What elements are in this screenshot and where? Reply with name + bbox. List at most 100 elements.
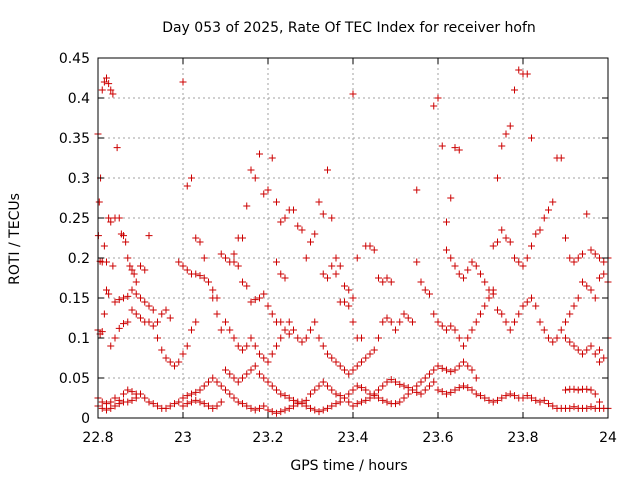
chart-title: Day 053 of 2025, Rate Of TEC Index for r…	[162, 20, 536, 36]
data-point	[477, 270, 484, 278]
data-point	[264, 358, 272, 366]
data-point	[421, 286, 429, 294]
data-point	[192, 270, 200, 278]
data-point	[298, 226, 306, 234]
data-point	[243, 342, 251, 350]
data-point	[217, 250, 225, 258]
data-point	[324, 404, 331, 412]
data-point	[600, 354, 608, 362]
data-point	[528, 394, 535, 402]
data-point	[353, 400, 361, 408]
data-point	[281, 326, 289, 334]
data-point	[264, 302, 272, 310]
data-point	[315, 408, 323, 416]
data-point	[115, 324, 123, 332]
data-point	[243, 202, 251, 210]
data-point	[103, 74, 110, 82]
data-point	[596, 398, 603, 406]
data-point	[285, 404, 293, 412]
data-point	[400, 394, 408, 402]
data-point	[145, 302, 153, 310]
data-point	[217, 326, 225, 334]
data-point	[230, 334, 238, 342]
grid-lines	[98, 58, 608, 418]
data-point	[183, 266, 191, 274]
data-point	[570, 302, 578, 310]
data-point	[273, 258, 280, 266]
data-point	[579, 350, 586, 358]
data-point	[519, 262, 527, 270]
data-point	[387, 376, 395, 384]
data-point	[188, 174, 195, 182]
y-tick-labels: 0 0.05 0.1 0.15 0.2 0.25 0.3 0.35 0.4 0.45	[59, 51, 90, 427]
data-point	[413, 258, 421, 266]
data-point	[349, 366, 357, 374]
data-point	[570, 403, 578, 411]
data-point	[166, 402, 174, 410]
data-point	[277, 408, 285, 416]
data-point	[222, 386, 229, 394]
data-point	[387, 318, 395, 326]
data-point	[120, 390, 127, 398]
data-point	[413, 186, 421, 194]
data-point	[285, 394, 293, 402]
y-tick-label: 0.1	[68, 331, 90, 347]
data-point	[307, 238, 314, 246]
data-point	[349, 386, 357, 394]
data-point	[179, 394, 187, 402]
data-point	[145, 232, 153, 240]
y-tick-label: 0.35	[59, 131, 90, 147]
data-point	[247, 334, 255, 342]
data-point	[498, 310, 506, 318]
data-point	[260, 290, 268, 298]
data-point	[566, 404, 574, 412]
data-point	[455, 362, 463, 370]
data-point	[183, 342, 191, 350]
data-point	[247, 298, 255, 306]
data-point	[179, 78, 187, 86]
data-point	[349, 294, 357, 302]
data-point	[596, 346, 603, 354]
data-point	[591, 294, 599, 302]
data-point	[341, 366, 348, 374]
data-point	[583, 210, 591, 218]
data-point	[98, 86, 106, 94]
data-point	[562, 334, 569, 342]
data-point	[188, 326, 195, 334]
data-point	[226, 390, 234, 398]
data-point	[536, 318, 544, 326]
data-point	[179, 402, 187, 410]
data-point	[200, 382, 208, 390]
data-point	[239, 278, 246, 286]
data-point	[285, 318, 293, 326]
data-point	[562, 386, 569, 394]
data-point	[302, 396, 310, 404]
data-point	[417, 278, 425, 286]
data-point	[324, 166, 331, 174]
y-tick-label: 0.2	[68, 251, 90, 267]
data-point	[175, 258, 183, 266]
data-point	[196, 238, 204, 246]
data-point	[574, 386, 582, 394]
data-point	[587, 246, 595, 254]
data-point	[324, 274, 331, 282]
data-point	[379, 382, 387, 390]
data-point	[100, 242, 108, 250]
data-point	[268, 350, 276, 358]
data-point	[226, 370, 234, 378]
data-point	[460, 342, 467, 350]
data-point	[213, 310, 221, 318]
data-point	[307, 390, 314, 398]
data-point	[515, 258, 523, 266]
data-point	[290, 326, 297, 334]
data-point	[345, 390, 353, 398]
data-point	[264, 186, 272, 194]
data-point	[213, 402, 221, 410]
data-point	[213, 294, 221, 302]
data-point	[477, 392, 484, 400]
data-point	[100, 78, 108, 86]
data-point	[239, 346, 246, 354]
data-point	[587, 386, 595, 394]
data-point	[583, 346, 591, 354]
